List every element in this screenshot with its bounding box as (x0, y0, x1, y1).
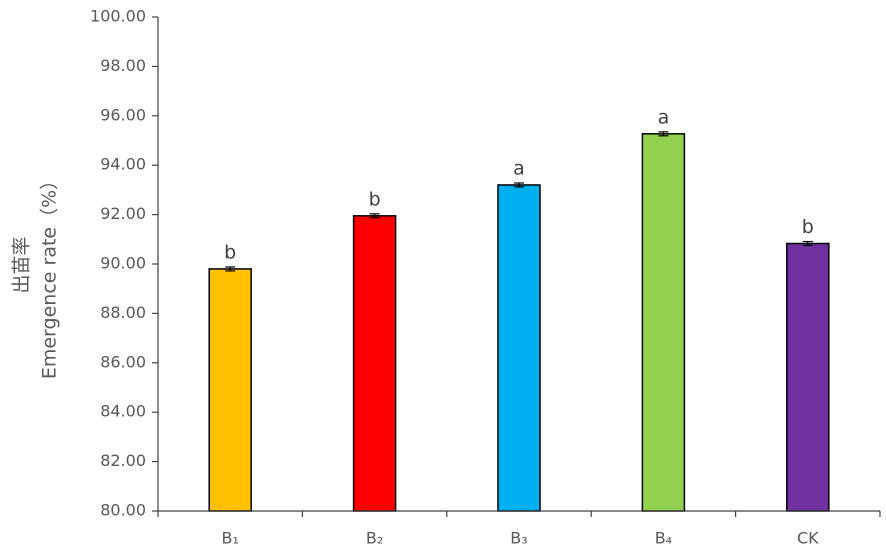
y-tick-label: 96.00 (100, 105, 146, 124)
y-tick-label: 80.00 (100, 501, 146, 520)
y-tick-label: 92.00 (100, 204, 146, 223)
y-axis-title: 出苗率 Emergence rate（%） (11, 171, 61, 379)
y-tick-label: 82.00 (100, 451, 146, 470)
y-tick-label: 90.00 (100, 254, 146, 273)
x-tick-label: CK (797, 529, 819, 548)
bar (208, 268, 252, 512)
x-tick-label: B₄ (655, 529, 672, 548)
y-tick-label: 98.00 (100, 56, 146, 75)
bar (497, 184, 541, 512)
y-tick-label: 86.00 (100, 352, 146, 371)
y-tick-label: 94.00 (100, 155, 146, 174)
bar (641, 133, 686, 512)
significance-label: a (658, 106, 670, 128)
significance-label: a (513, 157, 525, 179)
y-tick-label: 84.00 (100, 402, 146, 421)
y-tick-label: 100.00 (90, 7, 146, 26)
y-axis-title-en: Emergence rate（%） (39, 171, 61, 379)
significance-label: b (369, 188, 381, 210)
y-axis-title-cn: 出苗率 (11, 236, 33, 293)
x-tick-label: B₁ (222, 529, 239, 548)
bar (786, 242, 830, 512)
x-tick-label: B₂ (366, 529, 383, 548)
y-tick-label: 88.00 (100, 303, 146, 322)
significance-label: b (224, 241, 236, 263)
bar (352, 215, 397, 512)
significance-label: b (802, 216, 814, 238)
x-tick-label: B₃ (510, 529, 527, 548)
